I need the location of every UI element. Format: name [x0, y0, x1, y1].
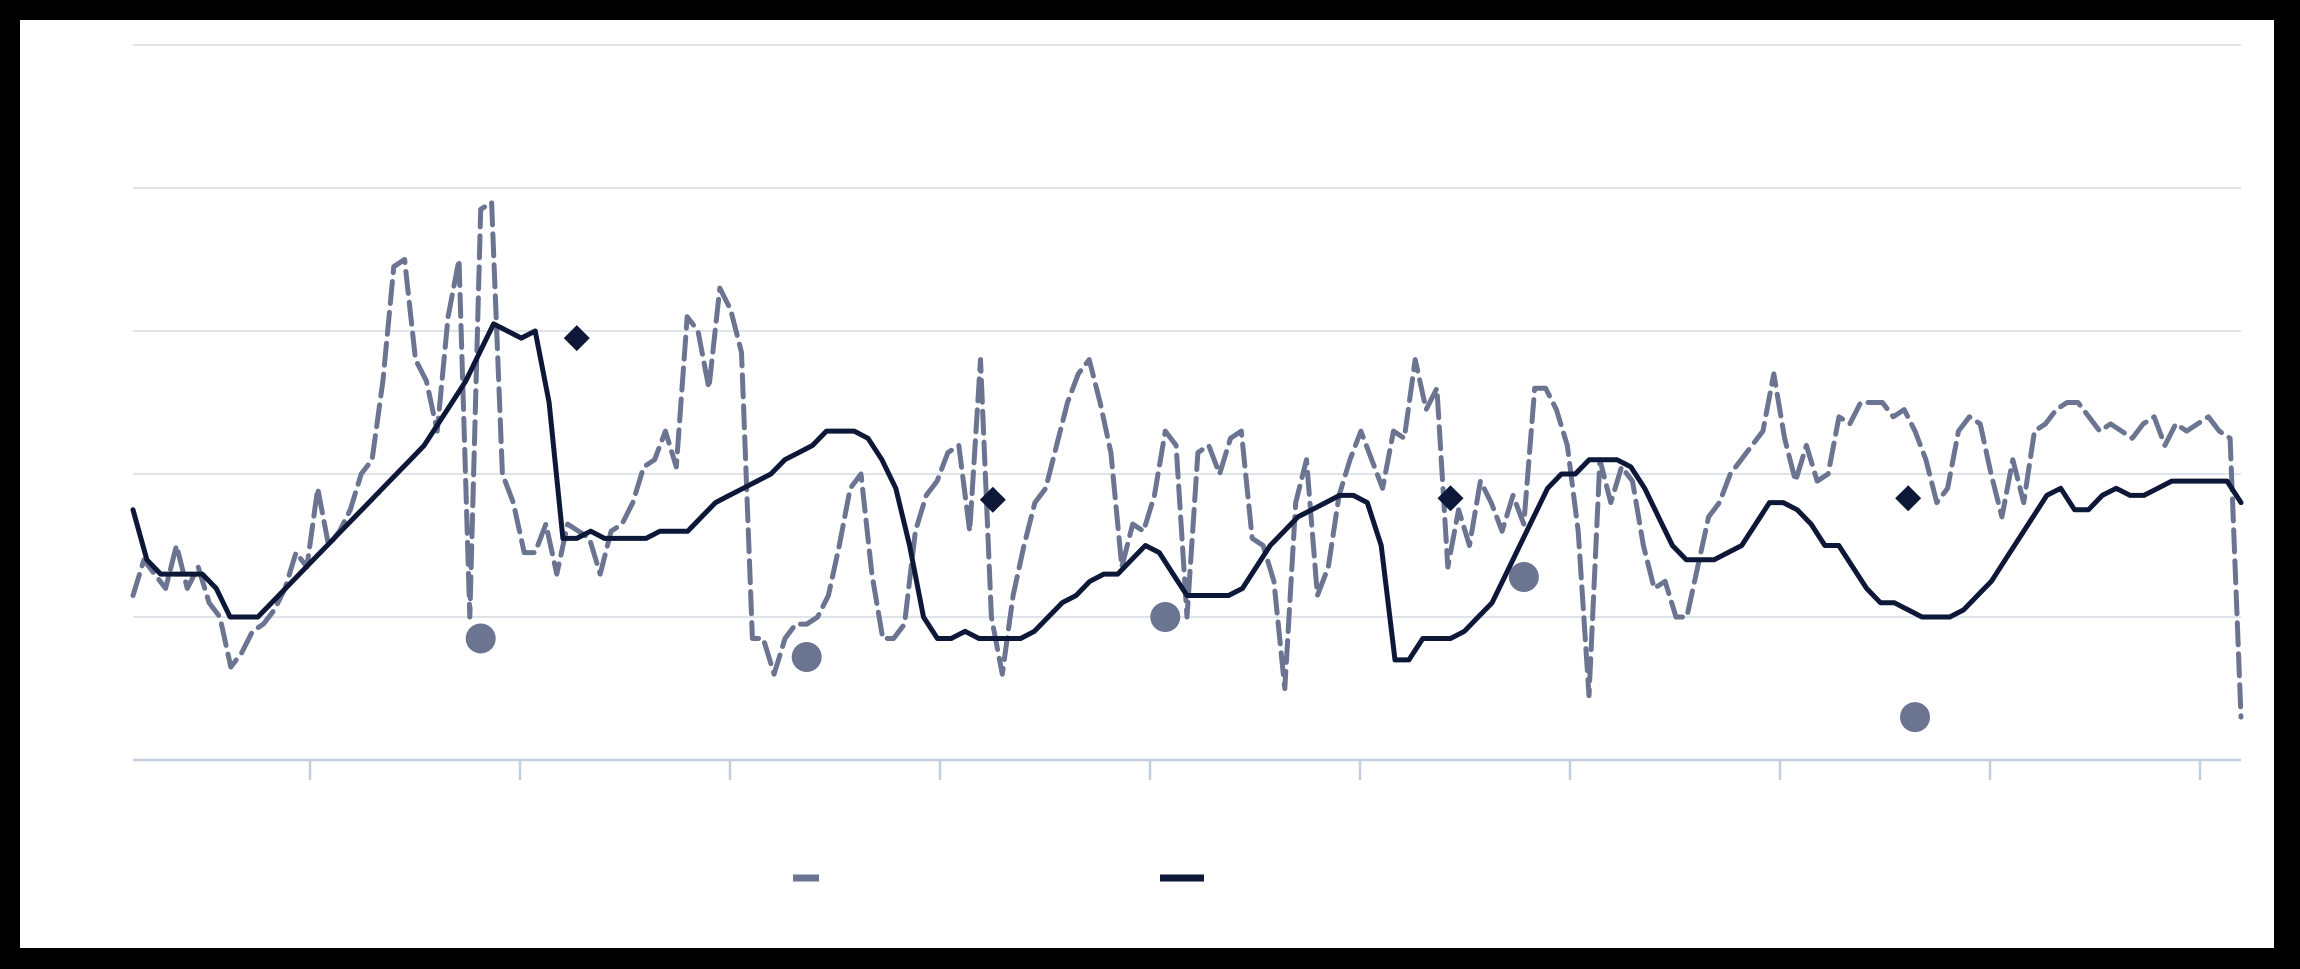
- circle-marker: [1900, 702, 1931, 733]
- diamond-marker: [1895, 485, 1922, 512]
- markers: [465, 325, 1931, 733]
- gridlines: [133, 44, 2241, 618]
- diamond-marker: [1437, 485, 1464, 512]
- diamond-marker: [979, 486, 1006, 513]
- circle-marker: [791, 642, 822, 673]
- series-lines: [130, 199, 2244, 720]
- circle-marker: [1508, 561, 1539, 592]
- series-smooth-line: [130, 321, 2244, 663]
- circle-marker: [1150, 602, 1181, 632]
- x-axis: [133, 758, 2241, 780]
- line-chart: [130, 44, 2244, 882]
- diamond-marker: [563, 325, 590, 352]
- chart-frame: [20, 20, 2274, 948]
- series-raw-line: [130, 199, 2244, 720]
- circle-marker: [465, 623, 496, 654]
